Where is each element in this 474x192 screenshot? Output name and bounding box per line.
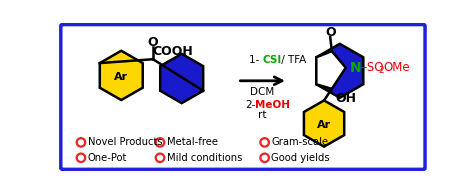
Text: N: N [350,61,361,75]
Text: 1-: 1- [249,55,262,65]
Circle shape [260,154,269,162]
Text: Metal-free: Metal-free [166,137,218,147]
Text: One-Pot: One-Pot [88,153,127,163]
Text: Novel Products: Novel Products [88,137,162,147]
Text: O: O [325,26,336,39]
Text: OH: OH [336,92,356,105]
Text: Good yields: Good yields [271,153,330,163]
Polygon shape [316,44,363,98]
Polygon shape [304,100,344,147]
Circle shape [156,154,164,162]
Text: / TFA: / TFA [278,55,306,65]
Text: Ar: Ar [317,120,331,130]
Text: Gram-scale: Gram-scale [271,137,328,147]
Text: COOH: COOH [152,45,193,58]
Circle shape [77,154,85,162]
Polygon shape [160,54,203,103]
Text: 2: 2 [378,65,384,74]
Text: Ar: Ar [114,72,128,82]
Polygon shape [316,51,346,89]
Text: rt: rt [258,110,266,120]
Circle shape [260,138,269,147]
Polygon shape [100,51,143,100]
Text: O: O [148,36,158,49]
Text: MeOH: MeOH [255,100,290,110]
Text: DCM: DCM [250,87,274,97]
Text: −SO: −SO [358,61,385,74]
Text: Mild conditions: Mild conditions [166,153,242,163]
Text: OMe: OMe [383,61,410,74]
Text: CSI: CSI [262,55,282,65]
Circle shape [156,138,164,147]
Circle shape [77,138,85,147]
Text: 2-: 2- [245,100,255,110]
